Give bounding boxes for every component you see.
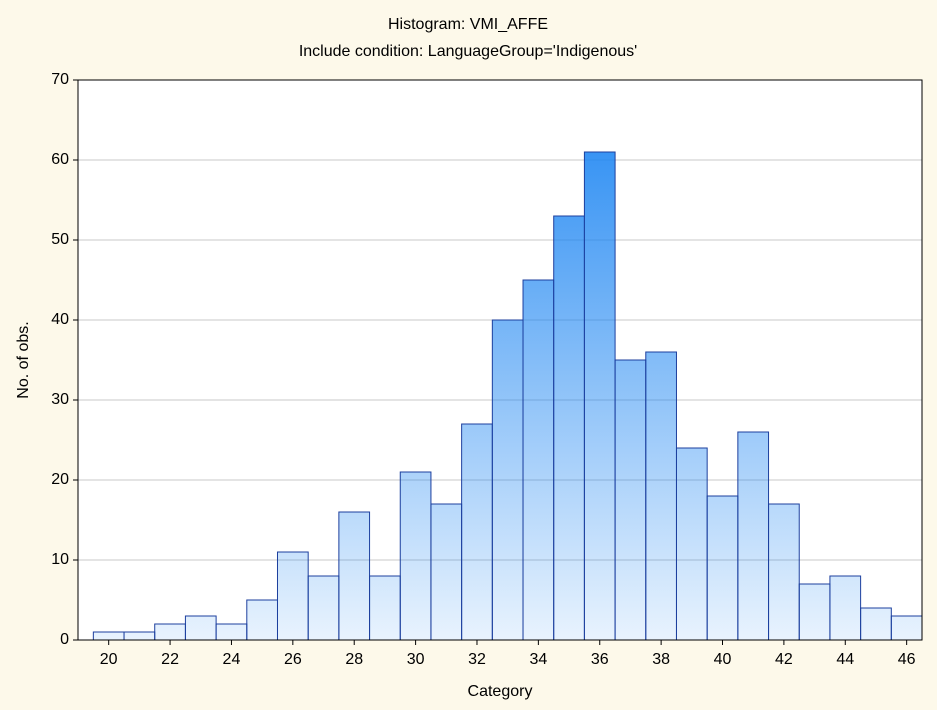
bar	[583, 151, 616, 641]
bar	[614, 359, 647, 641]
bar	[215, 623, 248, 641]
bar	[123, 631, 156, 641]
x-tick-label: 44	[836, 651, 854, 668]
y-axis-label: No. of obs.	[15, 321, 32, 398]
x-tick-label: 20	[100, 651, 118, 668]
x-tick-label: 38	[652, 651, 670, 668]
x-axis-label: Category	[468, 683, 533, 700]
chart-title: Histogram: VMI_AFFE	[388, 16, 548, 33]
chart-subtitle: Include condition: LanguageGroup='Indige…	[299, 43, 637, 60]
bar	[246, 599, 278, 641]
y-tick-label: 40	[51, 311, 69, 328]
x-tick-label: 46	[898, 651, 916, 668]
bar	[307, 575, 340, 641]
x-tick-label: 30	[407, 651, 425, 668]
x-tick-label: 22	[161, 651, 179, 668]
y-tick-label: 20	[51, 471, 69, 488]
bar	[798, 583, 831, 641]
bar	[890, 615, 923, 641]
bar	[276, 551, 309, 641]
x-tick-label: 24	[223, 651, 241, 668]
y-tick-label: 50	[51, 231, 69, 248]
bar	[399, 471, 432, 641]
bar	[829, 575, 862, 641]
x-tick-label: 32	[468, 651, 486, 668]
bar	[522, 279, 555, 641]
bar	[92, 631, 125, 641]
y-tick-label: 70	[51, 71, 69, 88]
bar	[553, 215, 585, 641]
bar	[184, 615, 217, 641]
bar	[645, 351, 677, 641]
bar	[154, 623, 186, 641]
bar	[461, 423, 493, 641]
bar	[737, 431, 770, 641]
bar	[860, 607, 892, 641]
x-tick-label: 34	[529, 651, 547, 668]
bar	[675, 447, 708, 641]
bar	[369, 575, 401, 641]
bar	[338, 511, 371, 641]
bar	[430, 503, 463, 641]
bar	[768, 503, 800, 641]
x-tick-label: 28	[345, 651, 363, 668]
x-tick-label: 36	[591, 651, 609, 668]
y-tick-label: 30	[51, 391, 69, 408]
x-tick-label: 40	[714, 651, 732, 668]
bar	[706, 495, 739, 641]
x-tick-label: 42	[775, 651, 793, 668]
plot-frame	[77, 79, 923, 641]
y-tick-label: 0	[60, 631, 69, 648]
y-tick-label: 60	[51, 151, 69, 168]
y-tick-label: 10	[51, 551, 69, 568]
x-tick-label: 26	[284, 651, 302, 668]
bar	[491, 319, 524, 641]
